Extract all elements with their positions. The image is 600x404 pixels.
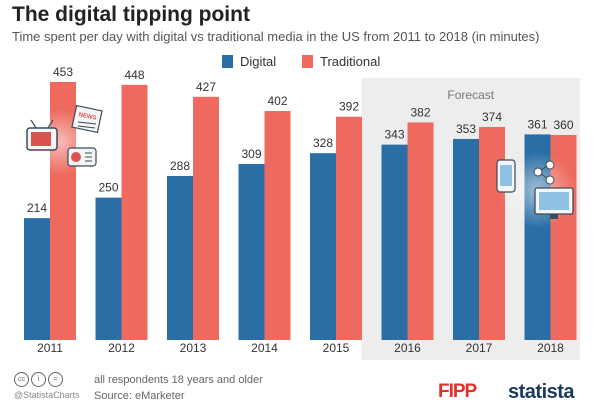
cc-icon: cc (14, 372, 29, 387)
x-tick-label-2018: 2018 (537, 341, 564, 355)
bar-traditional-2017 (479, 126, 505, 340)
chart-title: The digital tipping point (12, 3, 250, 26)
license-icons: cc i = (14, 372, 63, 387)
forecast-label: Forecast (447, 88, 494, 102)
person-icon: i (31, 372, 46, 387)
chart-subtitle: Time spent per day with digital vs tradi… (12, 29, 540, 44)
data-label-digital-2015: 328 (313, 136, 333, 150)
data-label-traditional-2017: 374 (482, 110, 502, 124)
social-handle: @StatistaCharts (14, 390, 80, 400)
data-label-traditional-2015: 392 (339, 100, 359, 114)
data-label-digital-2013: 288 (170, 159, 190, 173)
legend-label-traditional: Traditional (320, 54, 381, 69)
legend-swatch-digital (222, 55, 233, 68)
footnote: all respondents 18 years and older (94, 374, 263, 386)
legend-label-digital: Digital (240, 54, 277, 69)
footer: cc i = @StatistaCharts all respondents 1… (0, 366, 600, 403)
tv-icon (26, 119, 58, 151)
newspaper-icon: NEWS (71, 104, 103, 134)
fipp-logo: FIPP (438, 381, 477, 402)
traditional-media-illustration: NEWS (26, 104, 103, 175)
bar-traditional-2015 (336, 116, 362, 340)
bar-traditional-2014 (264, 111, 291, 340)
x-tick-label-2015: 2015 (323, 341, 350, 355)
bar-digital-2012 (95, 197, 122, 340)
x-tick-label-2013: 2013 (180, 341, 207, 355)
equals-icon: = (48, 372, 63, 387)
bar-traditional-2012 (121, 84, 148, 341)
x-tick-label-2016: 2016 (394, 341, 421, 355)
data-label-digital-2011: 214 (27, 201, 47, 215)
data-label-traditional-2014: 402 (267, 94, 287, 108)
svg-text:NEWS: NEWS (78, 112, 97, 122)
data-label-traditional-2012: 448 (124, 68, 144, 82)
data-label-traditional-2018: 360 (553, 118, 573, 132)
bar-digital-2017 (453, 138, 479, 340)
x-tick-label-2011: 2011 (37, 341, 63, 355)
legend-swatch-traditional (302, 55, 313, 68)
monitor-icon (534, 187, 574, 219)
data-label-digital-2012: 250 (98, 181, 118, 195)
bar-traditional-2013 (193, 96, 219, 340)
bar-traditional-2016 (407, 122, 434, 340)
bar-digital-2013 (167, 175, 193, 340)
x-tick-label-2017: 2017 (466, 341, 493, 355)
x-tick-label-2012: 2012 (108, 341, 135, 355)
bar-digital-2015 (310, 153, 336, 340)
bar-chart: Forecast 214 453 250 448 288 427 309 402 328 392 3… (24, 65, 580, 360)
radio-icon (67, 147, 97, 167)
source-note: Source: eMarketer (94, 390, 185, 402)
legend-item-digital: Digital (222, 54, 276, 69)
bar-digital-2011 (24, 218, 50, 340)
data-label-traditional-2011: 453 (53, 65, 73, 79)
share-icon (533, 160, 555, 185)
data-label-digital-2017: 353 (456, 122, 476, 136)
data-label-digital-2014: 309 (241, 147, 261, 161)
smartphone-icon (496, 159, 516, 193)
legend-item-traditional: Traditional (302, 54, 380, 69)
bar-digital-2014 (238, 164, 265, 340)
x-tick-label-2014: 2014 (251, 341, 278, 355)
data-label-traditional-2016: 382 (410, 105, 430, 119)
bar-digital-2016 (381, 144, 408, 340)
data-label-digital-2018: 361 (527, 117, 547, 131)
statista-logo: statista (508, 381, 575, 403)
data-label-traditional-2013: 427 (196, 80, 216, 94)
data-label-digital-2016: 343 (384, 128, 404, 142)
digital-media-illustration (496, 152, 575, 228)
